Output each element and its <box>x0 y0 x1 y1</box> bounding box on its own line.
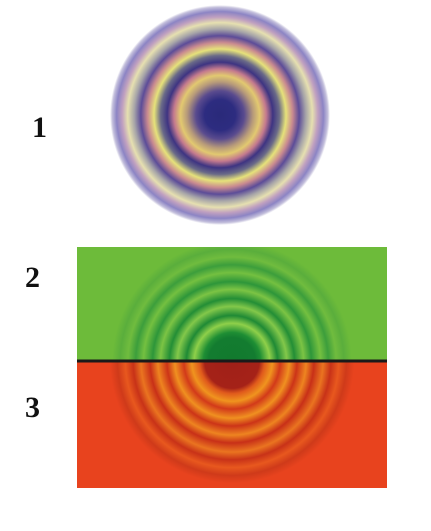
figure-2-green-panel <box>77 247 387 361</box>
figure-3-red-panel <box>77 361 387 488</box>
figure-label-3: 3 <box>25 391 40 424</box>
figure-1-ring-pattern <box>110 5 330 225</box>
figure-label-1: 1 <box>32 111 47 144</box>
figure-label-2: 2 <box>25 261 40 294</box>
